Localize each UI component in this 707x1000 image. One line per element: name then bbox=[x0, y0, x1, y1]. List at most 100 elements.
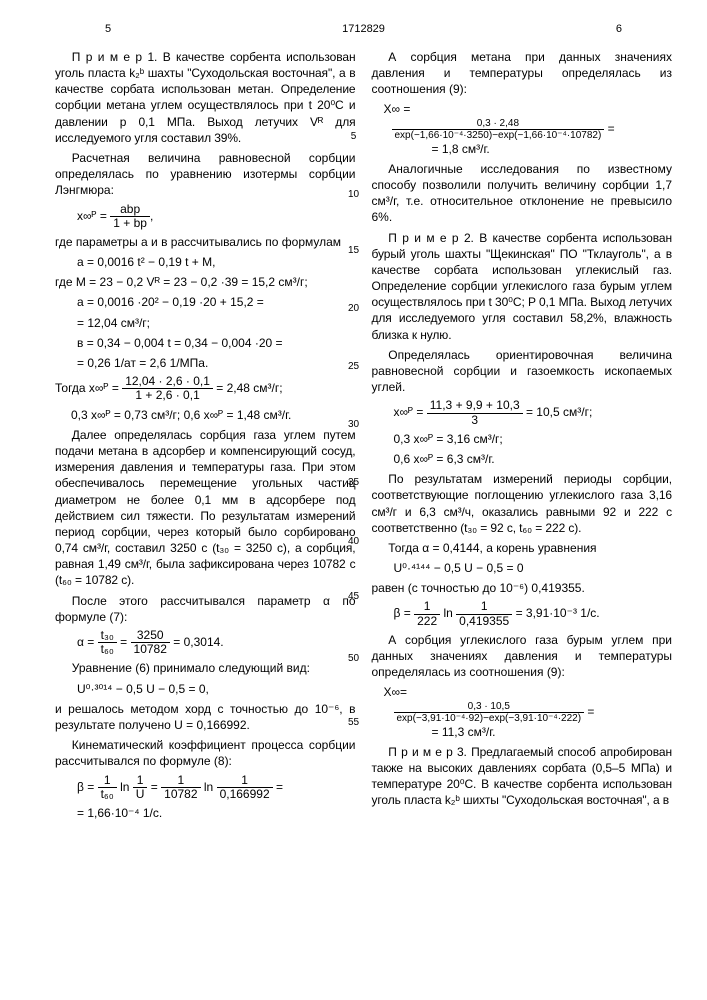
formula-result: = 3,91·10⁻³ 1/с. bbox=[516, 606, 600, 620]
calc-line: a = 0,0016 ·20² − 0,19 ·20 + 15,2 = bbox=[55, 294, 356, 310]
fraction: 0,3 · 10,5 exp(−3,91·10⁻⁴·92)−exp(−3,91·… bbox=[394, 701, 585, 724]
calc-line: = 12,04 см³/г; bbox=[55, 315, 356, 331]
formula-text: β = bbox=[77, 779, 94, 793]
formula-u-r: U⁰·⁴¹⁴⁴ − 0,5 U − 0,5 = 0 bbox=[394, 560, 673, 576]
formula-text: Тогда x∞ᴾ = bbox=[55, 381, 119, 395]
paragraph: Тогда α = 0,4144, а корень уравнения bbox=[372, 540, 673, 556]
numerator: 11,3 + 9,9 + 10,3 bbox=[427, 399, 523, 413]
line-number: 20 bbox=[348, 302, 359, 316]
ln: ln bbox=[443, 606, 452, 620]
fraction: t₃₀ t₆₀ bbox=[98, 629, 117, 656]
numerator: 1 bbox=[161, 774, 200, 788]
calc-line: в = 0,34 − 0,004 t = 0,34 − 0,004 ·20 = bbox=[55, 335, 356, 351]
line-number: 30 bbox=[348, 418, 359, 432]
equals: = bbox=[120, 635, 127, 649]
numerator: 3250 bbox=[131, 629, 170, 643]
paragraph: и решалось методом хорд с точностью до 1… bbox=[55, 701, 356, 733]
denominator: 222 bbox=[414, 615, 440, 628]
formula-result: = 10,5 см³/г; bbox=[526, 405, 592, 419]
fraction: 0,3 · 2,48 exp(−1,66·10⁻⁴·3250)−exp(−1,6… bbox=[392, 118, 605, 141]
denominator: 1 + 2,6 · 0,1 bbox=[122, 389, 213, 402]
paragraph: А сорбция метана при данных значениях да… bbox=[372, 49, 673, 98]
right-column: А сорбция метана при данных значениях да… bbox=[372, 49, 673, 825]
formula-text: α = bbox=[77, 635, 94, 649]
denominator: 10782 bbox=[161, 788, 200, 801]
numerator: abp bbox=[110, 203, 150, 217]
calc-line: 0,3 x∞ᴾ = 0,73 см³/г; 0,6 x∞ᴾ = 1,48 см³… bbox=[55, 407, 356, 423]
denominator: 1 + bp bbox=[110, 217, 150, 230]
formula-result: = 1,8 см³/г. bbox=[432, 141, 673, 157]
denominator: U bbox=[133, 788, 148, 801]
paragraph: равен (с точностью до 10⁻⁶) 0,419355. bbox=[372, 580, 673, 596]
left-column: П р и м е р 1. В качестве сорбента испол… bbox=[55, 49, 356, 825]
fraction: 12,04 · 2,6 · 0,1 1 + 2,6 · 0,1 bbox=[122, 375, 213, 402]
formula-result: = 11,3 см³/г. bbox=[432, 724, 673, 740]
denominator: 10782 bbox=[131, 643, 170, 656]
line-number: 50 bbox=[348, 652, 359, 666]
fraction: 1 0,166992 bbox=[217, 774, 273, 801]
formula-x-r: x∞ᴾ = 11,3 + 9,9 + 10,3 3 = 10,5 см³/г; bbox=[394, 399, 673, 426]
fraction: 1 0,419355 bbox=[456, 600, 512, 627]
fraction: 11,3 + 9,9 + 10,3 3 bbox=[427, 399, 523, 426]
equals: = bbox=[151, 779, 158, 793]
fraction: 1 t₆₀ bbox=[98, 774, 117, 801]
formula-alpha: α = t₃₀ t₆₀ = 3250 10782 = 0,3014. bbox=[77, 629, 356, 656]
paragraph: После этого рассчитывался параметр α по … bbox=[55, 593, 356, 625]
page-header: 5 1712829 6 bbox=[55, 22, 672, 37]
denominator: exp(−3,91·10⁻⁴·92)−exp(−3,91·10⁻⁴·222) bbox=[394, 713, 585, 724]
formula-x: Тогда x∞ᴾ = 12,04 · 2,6 · 0,1 1 + 2,6 · … bbox=[55, 375, 356, 402]
paragraph: Аналогичные исследования по известному с… bbox=[372, 161, 673, 226]
calc-line: 0,3 x∞ᴾ = 3,16 см³/г; bbox=[372, 431, 673, 447]
line-number: 25 bbox=[348, 360, 359, 374]
formula-text: x∞ᴾ = bbox=[394, 405, 424, 419]
formula-beta: β = 1 t₆₀ ln 1 U = 1 10782 ln 1 0 bbox=[77, 774, 356, 801]
paragraph: Определялась ориентировочная величина ра… bbox=[372, 347, 673, 396]
line-number: 35 bbox=[348, 476, 359, 490]
paragraph: Уравнение (6) принимало следующий вид: bbox=[55, 660, 356, 676]
formula-u: U⁰·³⁰¹⁴ − 0,5 U − 0,5 = 0, bbox=[77, 681, 356, 697]
formula-x-r2: X∞= 0,3 · 10,5 exp(−3,91·10⁻⁴·92)−exp(−3… bbox=[372, 684, 673, 739]
formula-x-inf: X∞ = 0,3 · 2,48 exp(−1,66·10⁻⁴·3250)−exp… bbox=[372, 101, 673, 156]
formula-beta-r: β = 1 222 ln 1 0,419355 = 3,91·10⁻³ 1/с. bbox=[394, 600, 673, 627]
page-number-right: 6 bbox=[385, 22, 672, 37]
denominator: 0,419355 bbox=[456, 615, 512, 628]
ln: ln bbox=[204, 779, 213, 793]
columns: П р и м е р 1. В качестве сорбента испол… bbox=[55, 49, 672, 825]
denominator: t₆₀ bbox=[98, 643, 117, 656]
numerator: 0,3 · 10,5 bbox=[394, 701, 585, 713]
denominator: 3 bbox=[427, 414, 523, 427]
fraction: 3250 10782 bbox=[131, 629, 170, 656]
calc-line: где M = 23 − 0,2 Vᴿ = 23 − 0,2 ·39 = 15,… bbox=[55, 274, 356, 290]
paragraph: П р и м е р 3. Предлагаемый способ апроб… bbox=[372, 744, 673, 809]
ln: ln bbox=[120, 779, 129, 793]
denominator: exp(−1,66·10⁻⁴·3250)−exp(−1,66·10⁻⁴·1078… bbox=[392, 130, 605, 141]
formula-text: X∞ = bbox=[384, 102, 411, 116]
calc-line: = 0,26 1/ат = 2,6 1/МПа. bbox=[55, 355, 356, 371]
fraction: abp 1 + bp bbox=[110, 203, 150, 230]
line-number: 45 bbox=[348, 590, 359, 604]
paragraph: П р и м е р 1. В качестве сорбента испол… bbox=[55, 49, 356, 146]
formula-result: = 0,3014. bbox=[173, 635, 223, 649]
line-number: 15 bbox=[348, 244, 359, 258]
denominator: 0,166992 bbox=[217, 788, 273, 801]
line-number: 40 bbox=[348, 535, 359, 549]
formula-text: β = bbox=[394, 606, 411, 620]
formula-a: a = 0,0016 t² − 0,19 t + M, bbox=[77, 254, 356, 270]
paragraph: Далее определялась сорбция газа углем пу… bbox=[55, 427, 356, 589]
page-number-left: 5 bbox=[55, 22, 342, 37]
paragraph: Кинематический коэффициент процесса сорб… bbox=[55, 737, 356, 769]
numerator: 1 bbox=[133, 774, 148, 788]
formula-langmuir: x∞ᴾ = abp 1 + bp , bbox=[77, 203, 356, 230]
denominator: t₆₀ bbox=[98, 788, 117, 801]
line-number: 5 bbox=[351, 130, 357, 144]
paragraph: П р и м е р 2. В качестве сорбента испол… bbox=[372, 230, 673, 343]
paragraph: Расчетная величина равновесной сорбции о… bbox=[55, 150, 356, 199]
paragraph: А сорбция углекислого газа бурым углем п… bbox=[372, 632, 673, 681]
numerator: 1 bbox=[98, 774, 117, 788]
formula-text: x∞ᴾ = bbox=[77, 208, 107, 222]
paragraph: По результатам измерений периоды сорбции… bbox=[372, 471, 673, 536]
paragraph: где параметры a и в рассчитывались по фо… bbox=[55, 234, 356, 250]
fraction: 1 10782 bbox=[161, 774, 200, 801]
formula-text: = 2,48 см³/г; bbox=[216, 381, 282, 395]
formula-result: = 1,66·10⁻⁴ 1/с. bbox=[55, 805, 356, 821]
